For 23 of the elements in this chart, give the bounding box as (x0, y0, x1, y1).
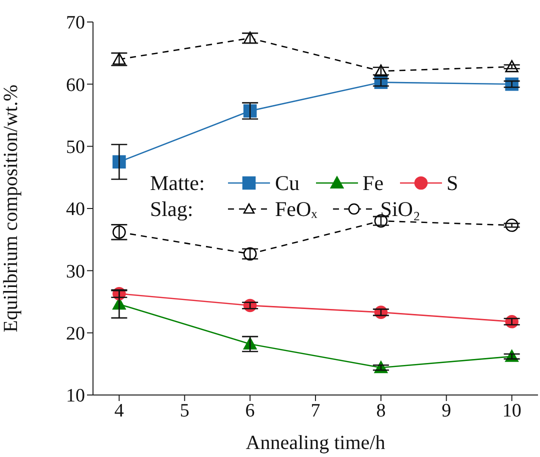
x-axis-title: Annealing time/h (246, 432, 386, 454)
y-tick-label: 50 (66, 137, 85, 158)
y-tick-label: 30 (66, 261, 85, 282)
x-tick-label: 9 (442, 400, 452, 422)
annotation: Matte: (150, 170, 206, 196)
x-tick-label: 7 (310, 400, 320, 422)
y-tick-label: 40 (66, 199, 85, 220)
y-tick-label: 70 (66, 12, 85, 34)
y-tick-label: 10 (66, 386, 85, 407)
x-tick-label: 4 (114, 400, 124, 422)
x-tick-label: 5 (180, 400, 190, 422)
x-tick-label: 8 (376, 400, 386, 422)
y-axis-title: Equilibrium composition/wt.% (0, 84, 22, 332)
legend-label: Fe (362, 170, 384, 196)
legend-label: Cu (275, 170, 300, 196)
y-tick-label: 20 (66, 324, 85, 345)
y-tick-label: 60 (66, 74, 85, 96)
legend-label: FeOₓ (275, 196, 318, 222)
x-tick-label: 10 (502, 400, 522, 422)
annotation: Slag: (150, 196, 194, 222)
x-tick-label: 6 (245, 400, 255, 422)
legend-label: S (446, 170, 458, 196)
legend-label: SiO₂ (380, 196, 420, 222)
